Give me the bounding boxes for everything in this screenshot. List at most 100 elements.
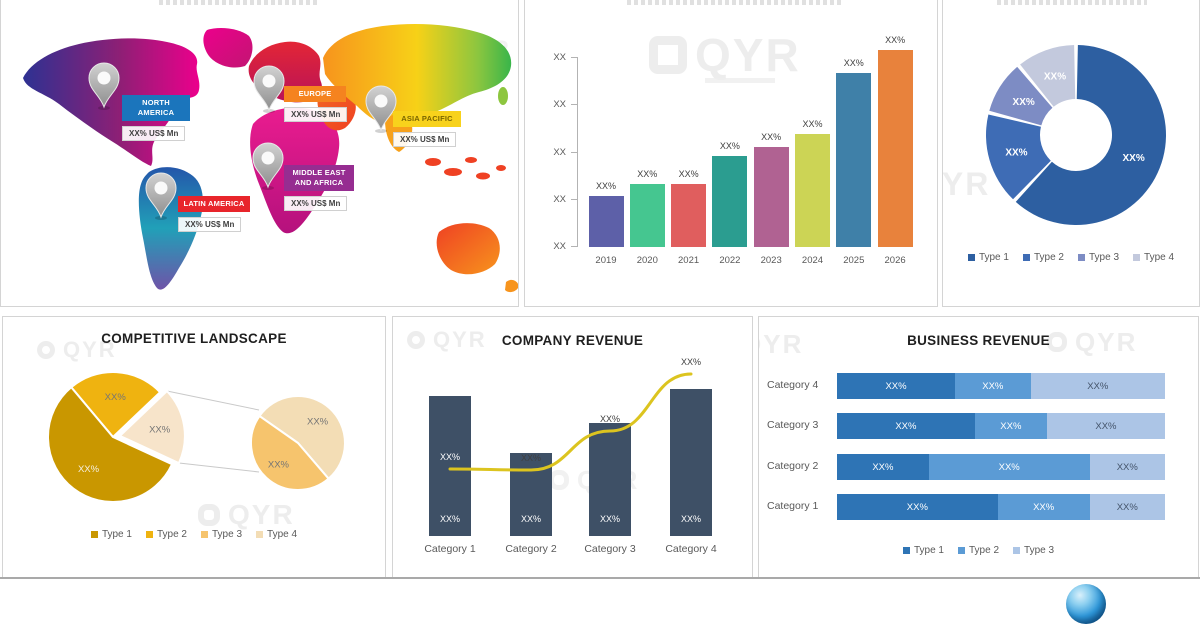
footer-divider [0,577,1200,579]
company-revenue-chart: XX% Category 1 XX% Category 2 XX% Category 3 X… [393,317,752,577]
bar-2026 [877,50,913,247]
segment-type-1: XX% [837,494,998,520]
legend-label: Type 4 [1144,252,1175,263]
qyr-watermark: QYR [407,329,487,351]
x-axis-category-label: 2021 [678,255,700,266]
bar-data-label: XX% [761,132,782,142]
pie-connector-line [166,390,260,411]
map-region-value: XX% US$ Mn [284,195,348,211]
qyr-logo-icon [407,331,425,349]
map-region-value: XX% US$ Mn [284,106,348,122]
category-label: Category 4 [767,379,819,391]
competitive-landscape-chart: XX% XX% XX% XX% XX% [47,371,346,503]
bar-bottom-label: XX% [520,514,541,524]
legend-marker [957,547,965,554]
map-pin [88,62,120,110]
segment-type-2: XX% [955,373,1031,399]
qyr-logo-icon [649,36,687,74]
legend-item: Type 4 [256,529,297,540]
map-region-name: NORTH AMERICA [122,95,190,121]
donut-slice-label: XX% [1044,72,1066,83]
map-pins [88,62,397,220]
y-axis-tick: XX [553,194,578,205]
map-region-value: XX% US$ Mn [178,216,242,232]
legend-label: Type 3 [1024,545,1055,556]
map-region-label: LATIN AMERICA XX% US$ Mn [178,196,250,232]
pie-slice-type-3 [250,414,330,491]
map-region-label: ASIA PACIFIC XX% US$ Mn [393,111,461,147]
donut-slice-type-1 [1015,45,1166,226]
qyr-logo-icon [198,504,220,526]
clipped-panel-title [159,0,319,5]
x-axis-category-label: 2023 [760,255,782,266]
qyr-watermark-subtext [705,78,775,83]
trend-line-path [448,372,693,472]
stacked-bar-row: XX% XX% XX% [837,494,1165,520]
donut-slice-label: XX% [1123,153,1145,164]
competitive-landscape-legend: Type 1 Type 2 Type 3 Type 4 [3,529,385,540]
panel-company-revenue: COMPANY REVENUE QYR QYR XX%Category 1XX%… [392,316,753,578]
stacked-bar-row: XX% XX% XX% [837,373,1165,399]
qyr-watermark: QYR [198,501,295,529]
bar-data-label: XX% [843,58,864,68]
bar-2024 [795,134,830,247]
line-point-label: XX% [520,453,541,463]
legend-marker [1013,547,1021,554]
qyr-watermark: QYR [759,331,803,357]
bar-2023 [753,147,789,247]
y-axis-tick-label: XX [553,241,566,252]
globe-logo-icon [1066,584,1106,624]
legend-label: Type 2 [1033,252,1064,263]
y-axis-tick-label: XX [553,99,566,111]
clipped-panel-title [627,0,841,5]
panel-title-business-revenue: BUSINESS REVENUE [907,333,1050,348]
donut-legend: Type 1 Type 2 Type 3 Type 4 [943,252,1199,263]
greenland-shape [203,28,253,68]
new-zealand-shape [505,279,518,293]
donut-slice-type-3 [989,66,1053,126]
legend-label: Type 3 [212,529,243,540]
donut-slice-type-2 [986,114,1051,200]
map-region-value: XX% US$ Mn [393,131,457,147]
qyr-watermark: QYR [37,339,117,361]
bar-bottom-label: XX% [439,514,460,524]
segment-type-2: XX% [997,494,1090,520]
map-region-label: NORTH AMERICA XX% US$ Mn [122,95,190,141]
stacked-bar-row: XX% XX% XX% [837,413,1165,439]
legend-item: Type 2 [1022,252,1064,263]
pie-slice-label: XX% [149,424,171,435]
qyr-watermark: QYR [1047,329,1137,355]
x-axis-category-label: Category 1 [424,543,476,555]
map-region-value: XX% US$ Mn [122,125,186,141]
pie-slice-type-4 [258,395,346,481]
map-pin [253,65,285,113]
segment-type-3: XX% [1030,373,1165,399]
map-pin [365,85,397,133]
x-axis-category-label: 2026 [884,255,906,266]
pie-slice-label: XX% [78,464,100,475]
segment-type-1: XX% [837,413,975,439]
bar-category-1 [429,396,471,536]
map-pin [145,172,177,220]
panel-title-company-revenue: COMPANY REVENUE [501,333,644,348]
bar-data-label: XX% [637,169,658,179]
japan-shape [498,87,508,105]
segment-type-1: XX% [837,373,956,399]
map-region-name: LATIN AMERICA [178,196,250,212]
map-region-label: EUROPE XX% US$ Mn [284,86,348,122]
category-label: Category 3 [767,419,819,431]
revenue-trend-line [448,372,693,472]
y-axis-tick: XX [553,99,578,110]
legend-item: Type 1 [967,252,1009,263]
qyr-watermark: QYR [649,32,801,83]
y-axis-tick-label: XX [553,193,566,205]
segment-type-2: XX% [974,413,1047,439]
map-region-name: MIDDLE EAST AND AFRICA [284,165,354,191]
growth-chart-plot: XX XX XX XX XX XX% 2019 XX% 2020 XX% 2021 XX% 2022 XX… [553,35,934,266]
x-axis-category-label: Category 3 [584,543,636,555]
legend-label: Type 1 [101,529,132,540]
legend-item: Type 3 [1013,545,1054,556]
donut-slice-label: XX% [1013,97,1035,108]
